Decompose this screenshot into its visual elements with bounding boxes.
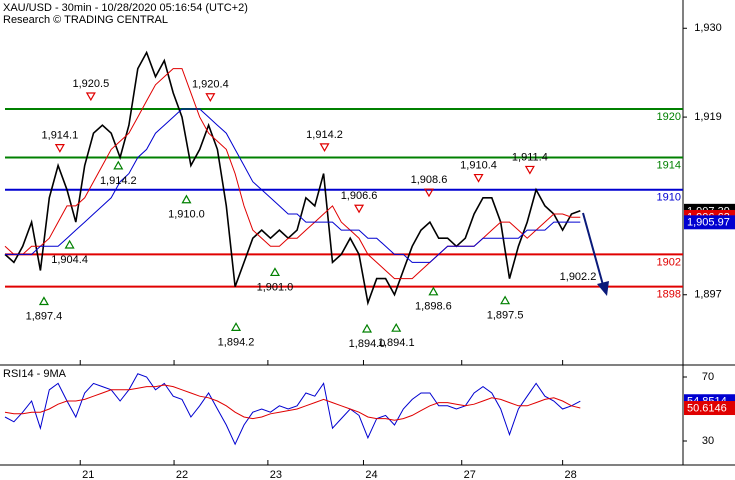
projection-arrowhead — [597, 281, 609, 296]
high-label: 1,906.6 — [341, 190, 378, 202]
low-marker — [269, 267, 280, 277]
high-marker — [54, 144, 65, 153]
y-tick-label: 30 — [702, 435, 714, 447]
indicator-line — [5, 108, 581, 263]
x-tick-label: 21 — [82, 469, 94, 480]
low-label: 1,898.6 — [415, 301, 452, 313]
low-label: 1,894.0 — [349, 338, 386, 350]
low-marker — [500, 295, 511, 305]
high-marker — [354, 204, 365, 214]
low-marker — [361, 323, 373, 333]
price-marker — [684, 215, 735, 230]
level-label: 1902 — [657, 256, 681, 268]
y-tick-label: 1,897 — [694, 289, 722, 301]
y-tick-label: 1,930 — [694, 22, 722, 34]
high-label: 1,911.4 — [512, 151, 548, 163]
y-tick-label: 1,919 — [694, 111, 722, 123]
low-marker — [428, 286, 439, 296]
high-marker — [423, 188, 435, 198]
low-label: 1,894.1 — [378, 337, 415, 349]
high-label: 1,914.2 — [306, 129, 343, 141]
x-tick-label: 23 — [270, 469, 282, 480]
high-marker — [319, 143, 330, 153]
projection-label: 1,902.2 — [560, 271, 597, 283]
low-marker — [391, 322, 402, 332]
y-tick-label: 70 — [702, 371, 714, 383]
low-label: 1,897.5 — [487, 310, 524, 322]
high-marker — [205, 93, 216, 102]
high-label: 1,920.4 — [192, 79, 229, 91]
level-label: 1910 — [657, 192, 681, 204]
low-marker — [64, 239, 75, 249]
level-label: 1914 — [657, 159, 681, 171]
level-label: 1920 — [657, 111, 681, 123]
price-marker-label: 50.6146 — [687, 402, 727, 414]
low-label: 1,910.0 — [168, 209, 205, 221]
low-marker — [113, 160, 124, 170]
price-line — [4, 50, 581, 306]
low-marker — [230, 322, 242, 331]
high-label: 1,914.1 — [42, 130, 79, 142]
high-label: 1,920.5 — [73, 78, 110, 90]
indicator-line — [4, 373, 581, 446]
low-label: 1,914.2 — [100, 175, 137, 187]
rsi-title: RSI14 - 9MA — [3, 368, 67, 380]
indicator-line — [4, 384, 581, 421]
x-tick-label: 28 — [564, 469, 576, 480]
high-marker — [85, 92, 96, 102]
low-marker — [38, 296, 49, 306]
projection-arrow — [582, 212, 604, 286]
high-label: 1,908.6 — [411, 174, 448, 186]
low-label: 1,904.4 — [51, 254, 88, 266]
x-tick-label: 27 — [464, 469, 476, 480]
chart-title: XAU/USD - 30min - 10/28/2020 05:16:54 (U… — [3, 2, 248, 14]
level-label: 1898 — [657, 289, 681, 301]
low-label: 1,901.0 — [257, 281, 294, 293]
high-label: 1,910.4 — [460, 159, 497, 171]
low-marker — [181, 194, 192, 204]
price-marker-label: 1,905.97 — [687, 217, 730, 229]
x-tick-label: 22 — [176, 469, 188, 480]
x-tick-label: 24 — [365, 469, 377, 480]
high-marker — [473, 173, 484, 183]
indicator-line — [4, 68, 581, 280]
chart-subtitle: Research © TRADING CENTRAL — [3, 14, 168, 26]
price-marker — [684, 401, 735, 416]
low-label: 1,894.2 — [218, 336, 255, 348]
low-label: 1,897.4 — [26, 310, 63, 322]
high-marker — [524, 165, 535, 175]
plot-layer: 1,930 1,919 1,897 1920 1914 1910 1902 1898 1,920… — [4, 22, 735, 480]
